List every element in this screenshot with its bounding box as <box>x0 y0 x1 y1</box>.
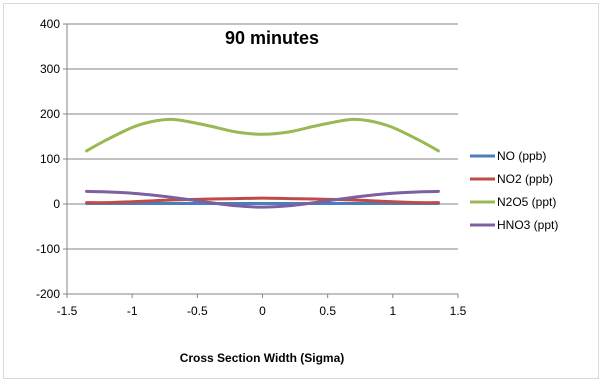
legend-label-hno3-ppt: HNO3 (ppt) <box>497 218 558 232</box>
y-tick-label: -100 <box>36 242 60 256</box>
chart-title: 90 minutes <box>225 28 319 48</box>
x-tick-label: 0.5 <box>319 304 336 318</box>
legend-label-n2o5-ppt: N2O5 (ppt) <box>497 195 556 209</box>
legend-label-no2-ppb: NO2 (ppb) <box>497 172 553 186</box>
x-tick-label: -1.5 <box>57 304 78 318</box>
x-tick-label: -1 <box>127 304 138 318</box>
gridlines <box>67 23 458 295</box>
y-tick-label: 100 <box>40 152 60 166</box>
y-tick-label: 200 <box>40 107 60 121</box>
x-tick-label: 1.5 <box>450 304 467 318</box>
y-tick-label: 300 <box>40 62 60 76</box>
series-line-hno3-ppt <box>85 189 440 209</box>
x-tick-label: -0.5 <box>187 304 208 318</box>
legend-label-no-ppb: NO (ppb) <box>497 149 546 163</box>
axes: 400 300 200 100 0 -100 -200 -1.5 -1 -0.5 0 0.5 1 1.5 <box>36 17 467 318</box>
series-lines <box>85 117 440 209</box>
y-tick-label: -200 <box>36 287 60 301</box>
legend: NO (ppb) NO2 (ppb) N2O5 (ppt) HNO3 (ppt) <box>470 149 558 232</box>
series-line-n2o5-ppt <box>85 117 440 153</box>
y-tick-label: 400 <box>40 17 60 31</box>
y-tick-label: 0 <box>53 197 60 211</box>
x-axis-label: Cross Section Width (Sigma) <box>180 351 345 365</box>
series-line-no2-ppb <box>85 196 440 205</box>
chart-area: 400 300 200 100 0 -100 -200 -1.5 -1 -0.5 0 0.5 1 1.5 … <box>3 3 599 379</box>
x-tick-label: 1 <box>389 304 396 318</box>
x-tick-label: 0 <box>259 304 266 318</box>
